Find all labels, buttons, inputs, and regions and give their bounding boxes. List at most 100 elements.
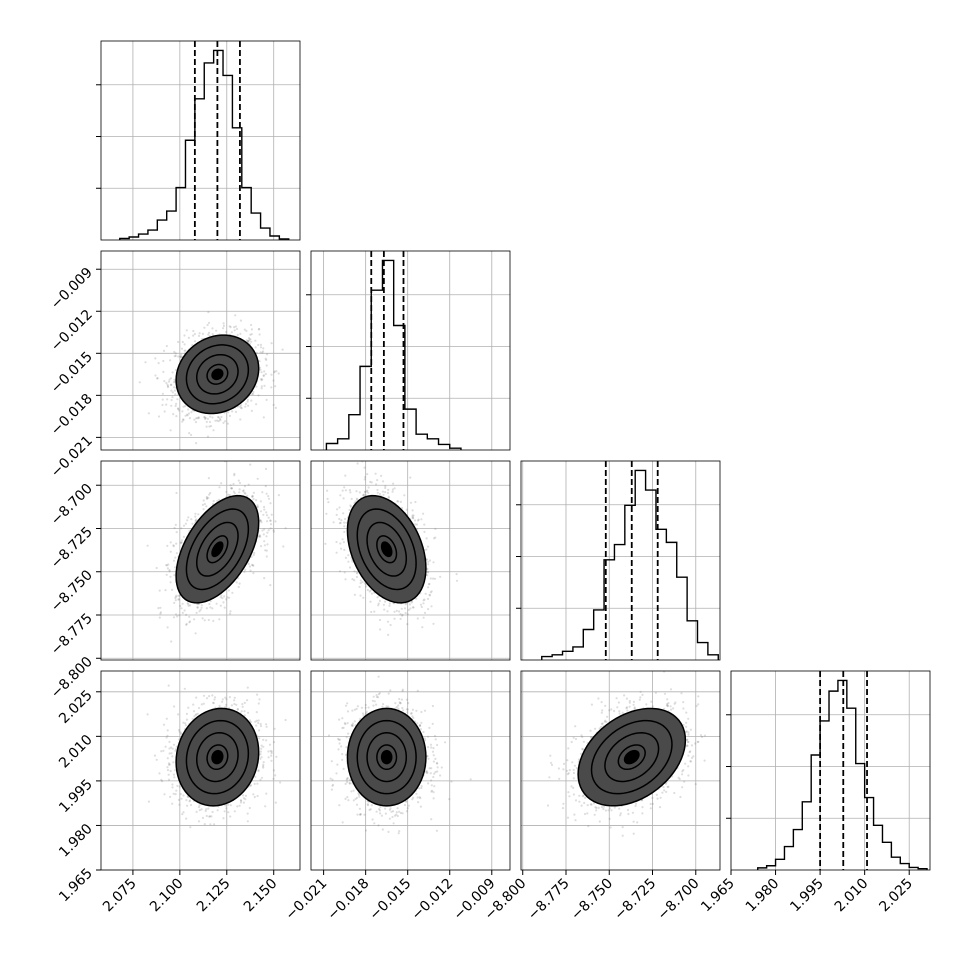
scatter-point [163, 410, 166, 413]
scatter-point [194, 512, 197, 515]
scatter-point [409, 607, 412, 610]
scatter-point [406, 623, 409, 626]
scatter-point [199, 608, 202, 611]
scatter-point [195, 417, 198, 420]
scatter-point [416, 617, 419, 620]
scatter-point [359, 582, 362, 585]
scatter-point [358, 491, 361, 494]
scatter-point [272, 529, 275, 532]
scatter-point [249, 333, 252, 336]
scatter-point [262, 513, 265, 516]
scatter-point [260, 378, 263, 381]
scatter-point [388, 602, 391, 605]
scatter-point [256, 504, 259, 507]
scatter-point [425, 537, 428, 540]
scatter-point [261, 529, 264, 532]
scatter-point [244, 405, 247, 408]
scatter-point [173, 350, 176, 354]
scatter-point [176, 398, 179, 401]
scatter-point [249, 569, 252, 572]
scatter-point [203, 326, 206, 329]
scatter-point [168, 378, 171, 381]
scatter-point [186, 602, 189, 605]
scatter-point [355, 490, 358, 493]
scatter-point [341, 538, 344, 541]
scatter-point [284, 527, 287, 530]
scatter-point [180, 355, 183, 358]
scatter-point [393, 610, 396, 613]
scatter-point [183, 609, 186, 612]
scatter-point [247, 337, 251, 340]
scatter-point [175, 491, 178, 495]
scatter-point [253, 551, 256, 555]
scatter-point [174, 352, 177, 355]
scatter-point [262, 374, 265, 378]
scatter-point [146, 544, 149, 547]
scatter-point [261, 350, 265, 353]
scatter-point [259, 519, 262, 522]
scatter-point [187, 412, 191, 415]
scatter-point [222, 601, 225, 604]
scatter-point [235, 327, 239, 331]
scatter-point [243, 491, 246, 494]
scatter-point [179, 604, 182, 608]
scatter-point [217, 420, 220, 423]
scatter-point [374, 472, 377, 475]
scatter-point [182, 524, 186, 527]
scatter-point [273, 370, 276, 373]
scatter-point [266, 543, 269, 546]
scatter-point [176, 407, 180, 410]
scatter-point [230, 487, 233, 490]
scatter-point [252, 392, 255, 395]
scatter-point [369, 589, 372, 592]
scatter-point [166, 383, 169, 386]
scatter-point [403, 607, 407, 610]
scatter-point [367, 491, 370, 494]
scatter-point [223, 595, 226, 598]
scatter-point [269, 519, 272, 522]
scatter-point [267, 495, 270, 498]
scatter-point [344, 489, 347, 492]
scatter-point [229, 610, 232, 613]
scatter-point [373, 610, 376, 613]
scatter-point [230, 487, 233, 490]
scatter-point [193, 332, 196, 336]
scatter-point [252, 553, 255, 557]
scatter-point [250, 333, 253, 336]
scatter-point [369, 480, 372, 483]
scatter-point [235, 581, 238, 584]
scatter-point [206, 417, 209, 420]
scatter-point [366, 588, 369, 592]
scatter-point [209, 415, 212, 418]
scatter-point [173, 389, 176, 392]
scatter-point [215, 329, 218, 332]
scatter-point [432, 561, 435, 564]
scatter-point [173, 574, 176, 577]
scatter-point [326, 497, 329, 500]
contour-line [175, 334, 260, 415]
scatter-point [415, 597, 418, 600]
scatter-point [265, 514, 269, 517]
scatter-point [393, 617, 396, 620]
scatter-point [233, 326, 236, 329]
scatter-point [181, 420, 184, 423]
scatter-point [246, 340, 249, 343]
scatter-point [259, 346, 263, 349]
scatter-point [338, 522, 341, 525]
scatter-point [260, 521, 263, 524]
scatter-point [252, 564, 255, 567]
scatter-point [264, 485, 267, 488]
scatter-point [157, 362, 160, 365]
scatter-point [263, 508, 266, 511]
scatter-point [205, 497, 209, 500]
scatter-point [155, 566, 158, 570]
scatter-point [349, 491, 352, 494]
scatter-point [238, 582, 241, 585]
scatter-point [353, 593, 356, 596]
scatter-point [382, 480, 385, 483]
scatter-point [259, 368, 262, 371]
scatter-point [207, 477, 210, 480]
scatter-point [344, 578, 347, 581]
scatter-point [434, 536, 437, 539]
scatter-point [211, 327, 214, 330]
